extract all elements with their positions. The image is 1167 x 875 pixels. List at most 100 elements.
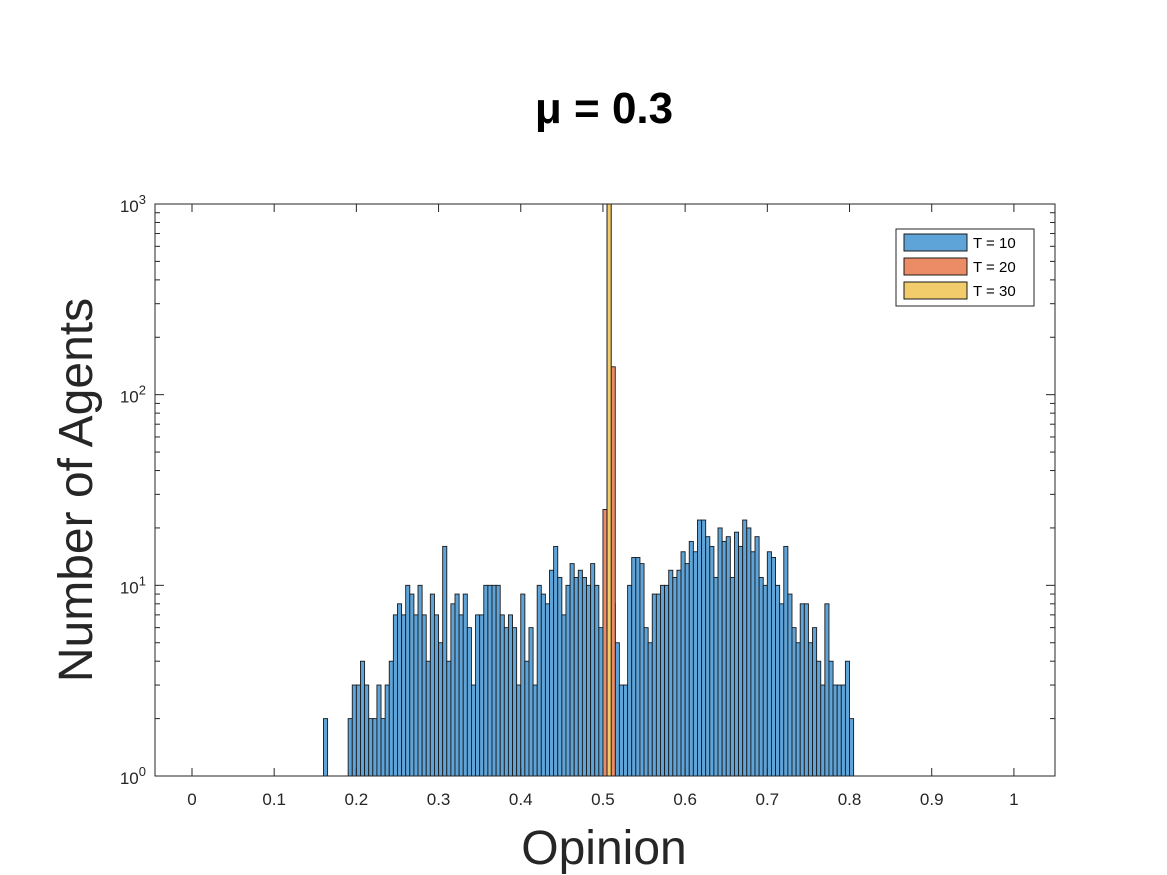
histogram-bar-t10 (409, 593, 415, 777)
histogram-bar-t10 (721, 540, 727, 777)
histogram-bar-t10 (672, 576, 678, 777)
histogram-bar-t10 (475, 614, 481, 777)
histogram-bar-t10 (351, 684, 357, 777)
histogram-bar-t10 (758, 576, 764, 777)
histogram-bar-t10 (544, 603, 550, 777)
histogram-bar-t10 (680, 551, 686, 777)
histogram-bar-t10 (573, 576, 579, 777)
histogram-bar-t10 (462, 593, 468, 777)
histogram-bar-t10 (499, 614, 505, 777)
legend-label: T = 10 (973, 235, 1016, 252)
histogram-bar-t10 (503, 627, 509, 777)
histogram-bar-t10 (438, 642, 444, 777)
histogram-bar-t10 (553, 545, 559, 777)
histogram-bar-t10 (577, 569, 583, 777)
histogram-bar-t10 (770, 557, 777, 777)
histogram-bar-t10 (807, 642, 813, 777)
histogram-bar-t10 (799, 603, 805, 777)
histogram-bar-t10 (512, 627, 518, 777)
histogram-bar-t10 (684, 563, 690, 777)
histogram-bar-t10 (516, 684, 522, 777)
histogram-bar-t10 (766, 551, 772, 777)
histogram-bar-t10 (734, 531, 740, 777)
histogram-bar-t10 (434, 614, 440, 777)
legend-label: T = 20 (973, 259, 1016, 276)
y-tick-label: 100 (120, 764, 146, 788)
histogram-bar-t10 (540, 593, 546, 777)
legend-swatch (903, 257, 968, 276)
histogram-bar-t10 (401, 614, 407, 777)
histogram-bar-t10 (725, 536, 731, 777)
histogram-bar-t10 (388, 660, 394, 777)
histogram-bar-t10 (532, 684, 538, 777)
histogram-bar-t10 (647, 642, 653, 777)
histogram-bar-t10 (598, 627, 604, 777)
histogram-bar-t10 (470, 684, 477, 777)
histogram-bar-t10 (635, 557, 641, 777)
histogram-bar-t10 (380, 718, 386, 777)
histogram-bar-t10 (425, 660, 431, 777)
x-tick-label: 0.1 (262, 790, 286, 809)
histogram-bar-t10 (491, 584, 497, 777)
histogram-bar-t10 (729, 576, 735, 777)
histogram-bar-t10 (631, 557, 637, 777)
histogram-bar-t10 (507, 614, 513, 777)
legend-swatch (903, 281, 968, 300)
histogram-bar-t10 (479, 614, 485, 777)
histogram-bar-t10 (355, 684, 361, 777)
histogram-bar-t10 (347, 718, 353, 777)
histogram-bar-t10 (623, 684, 629, 777)
histogram-bar-t10 (446, 660, 452, 777)
x-tick-label: 0.7 (756, 790, 780, 809)
axes-box (154, 203, 1056, 777)
x-tick-label: 0.8 (838, 790, 862, 809)
histogram-bar-t10 (812, 627, 818, 777)
histogram-bar-t10 (816, 660, 822, 777)
histogram-bar-t10 (384, 684, 390, 777)
histogram-bar-t10 (754, 536, 760, 777)
legend: T = 10 T = 20 T = 30 (895, 228, 1035, 307)
histogram-bar-t10 (405, 584, 411, 777)
x-tick-label: 0.5 (591, 790, 615, 809)
histogram-bar-t20 (610, 366, 616, 777)
histogram-bar-t10 (688, 540, 694, 777)
histogram-bar-t10 (421, 614, 427, 777)
histogram-bar-t10 (372, 718, 378, 777)
legend-label: T = 30 (973, 283, 1016, 300)
histogram-bar-t10 (618, 684, 624, 777)
histogram-bar-t10 (803, 603, 809, 777)
histogram-bar-t10 (614, 642, 620, 777)
histogram-bar-t10 (520, 593, 526, 777)
histogram-bar-t10 (495, 584, 501, 777)
x-tick-label: 0.3 (427, 790, 451, 809)
histogram-bar-t10 (840, 684, 846, 777)
histogram-bar-t10 (791, 627, 797, 777)
histogram-bar-t10 (775, 584, 781, 777)
histogram-bar-t10 (594, 584, 600, 777)
histogram-bar-t10 (454, 593, 460, 777)
histogram-bar-t10 (836, 684, 842, 777)
histogram-bar-t10 (705, 536, 711, 777)
histogram-bar-t10 (627, 584, 633, 777)
histogram-bar-t10 (483, 584, 489, 777)
histogram-bar-t10 (717, 527, 723, 777)
histogram-bar-t10 (692, 551, 698, 777)
histogram-bar-t10 (664, 584, 670, 777)
histogram-bar-t10 (364, 684, 370, 777)
y-tick-label: 101 (120, 573, 146, 597)
histogram-bar-t10 (557, 576, 563, 777)
histogram-bar-t10 (549, 569, 555, 777)
chart-title: μ = 0.3 (535, 84, 673, 133)
histogram-bar-t10 (392, 614, 398, 777)
y-axis-label: Number of Agents (50, 298, 103, 682)
histogram-bar-t10 (466, 627, 472, 777)
histogram-bar-t10 (787, 593, 793, 777)
histogram-bar-t10 (413, 614, 419, 777)
histogram-bar-t10 (569, 563, 575, 777)
histogram-bar-t10 (376, 684, 382, 777)
histogram-bar-t10 (528, 627, 534, 777)
histogram-bar-t10 (581, 576, 587, 777)
histogram-bar-t10 (458, 614, 464, 777)
histogram-bar-t10 (586, 584, 592, 777)
